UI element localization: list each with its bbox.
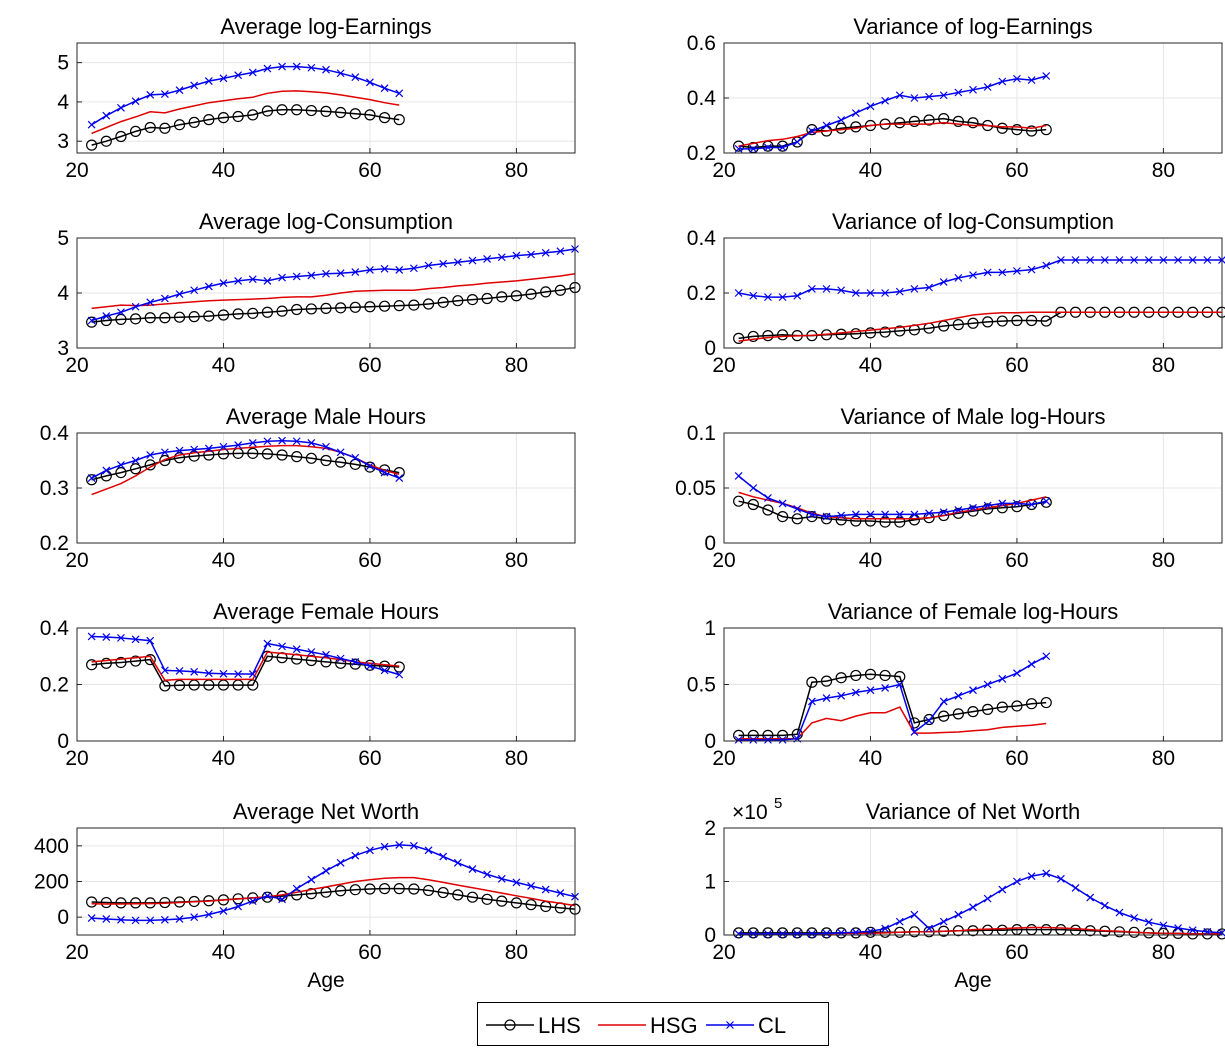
y-tick-label: 3 [57, 337, 69, 360]
x-tick-label: 40 [212, 549, 235, 572]
x-tick-label: 20 [65, 941, 88, 964]
plot-area [77, 43, 575, 153]
x-tick-label: 80 [505, 159, 528, 182]
y-tick-label: 4 [57, 91, 69, 114]
y-tick-label: 400 [34, 835, 69, 858]
x-tick-label: 80 [1152, 549, 1175, 572]
y-tick-label: 1 [704, 617, 716, 640]
x-tick-label: 40 [212, 941, 235, 964]
axis-exponent-power: 5 [774, 795, 782, 812]
x-tick-label: 60 [1005, 354, 1028, 377]
legend-graphic: LHS HSG CL [478, 1003, 830, 1047]
y-tick-label: 5 [57, 52, 69, 75]
x-tick-label: 20 [65, 159, 88, 182]
y-tick-label: 0 [704, 730, 716, 753]
y-tick-label: 0.4 [687, 87, 717, 110]
x-tick-label: 60 [358, 747, 381, 770]
y-tick-label: 0.4 [40, 617, 70, 640]
y-tick-label: 0.5 [687, 674, 716, 697]
x-axis-label: Age [307, 969, 344, 992]
y-tick-label: 0.1 [687, 422, 716, 445]
subplot-9: 20 40 60 80 0 200 400 Average Net Worth Age [34, 799, 580, 992]
x-tick-label: 80 [1152, 354, 1175, 377]
x-axis-label: Age [954, 969, 991, 992]
subplot-title: Average log-Earnings [220, 14, 431, 39]
y-tick-label: 0.2 [40, 532, 69, 555]
y-tick-label: 5 [57, 227, 69, 250]
y-tick-label: 0 [57, 906, 69, 929]
x-tick-label: 40 [859, 159, 882, 182]
y-tick-label: 0.4 [687, 227, 717, 250]
y-tick-label: 0.4 [40, 422, 70, 445]
y-tick-label: 0.2 [687, 282, 716, 305]
axis-exponent: ×10 [732, 801, 768, 824]
y-tick-label: 0 [57, 730, 69, 753]
legend-item-hsg: HSG [598, 1013, 698, 1038]
y-tick-label: 1 [704, 871, 716, 894]
x-tick-label: 80 [1152, 941, 1175, 964]
x-tick-label: 40 [859, 941, 882, 964]
x-tick-label: 40 [859, 354, 882, 377]
y-tick-label: 0 [704, 532, 716, 555]
x-tick-label: 60 [358, 549, 381, 572]
subplot-title: Average Net Worth [233, 799, 419, 824]
legend-label: LHS [538, 1013, 581, 1038]
subplot-1: 20 40 60 80 3 4 5 Average log-Earnings [57, 14, 575, 182]
x-tick-label: 40 [212, 159, 235, 182]
legend: LHS HSG CL [477, 1002, 829, 1046]
x-tick-label: 80 [505, 354, 528, 377]
subplot-title: Variance of log-Consumption [832, 209, 1114, 234]
x-tick-label: 60 [1005, 747, 1028, 770]
y-tick-label: 0 [704, 337, 716, 360]
y-tick-label: 0 [704, 924, 716, 947]
y-tick-label: 0.05 [675, 477, 716, 500]
y-tick-label: 0.2 [687, 142, 716, 165]
subplot-title: Variance of Net Worth [866, 799, 1080, 824]
x-tick-label: 60 [1005, 549, 1028, 572]
x-tick-label: 40 [212, 747, 235, 770]
x-tick-label: 40 [212, 354, 235, 377]
subplot-title: Average Male Hours [226, 404, 426, 429]
x-tick-label: 60 [358, 941, 381, 964]
y-tick-label: 2 [704, 817, 716, 840]
x-tick-label: 80 [1152, 159, 1175, 182]
legend-item-lhs: LHS [486, 1013, 581, 1038]
y-tick-label: 3 [57, 130, 69, 153]
y-tick-label: 4 [57, 282, 69, 305]
legend-item-cl: CL [706, 1013, 786, 1038]
subplot-title: Variance of log-Earnings [853, 14, 1092, 39]
subplot-title: Variance of Female log-Hours [828, 599, 1119, 624]
x-tick-label: 60 [1005, 941, 1028, 964]
x-tick-label: 80 [1152, 747, 1175, 770]
y-tick-label: 200 [34, 871, 69, 894]
legend-label: CL [758, 1013, 786, 1038]
subplot-title: Average log-Consumption [199, 209, 453, 234]
y-tick-label: 0.3 [40, 477, 69, 500]
subplot-title: Variance of Male log-Hours [841, 404, 1106, 429]
y-tick-label: 0.2 [40, 674, 69, 697]
x-tick-label: 80 [505, 549, 528, 572]
x-tick-label: 40 [859, 549, 882, 572]
x-tick-label: 60 [1005, 159, 1028, 182]
y-tick-label: 0.6 [687, 32, 716, 55]
x-tick-label: 40 [859, 747, 882, 770]
legend-label: HSG [650, 1013, 698, 1038]
x-tick-label: 80 [505, 941, 528, 964]
x-tick-label: 60 [358, 354, 381, 377]
x-tick-label: 60 [358, 159, 381, 182]
x-tick-label: 80 [505, 747, 528, 770]
subplot-title: Average Female Hours [213, 599, 439, 624]
